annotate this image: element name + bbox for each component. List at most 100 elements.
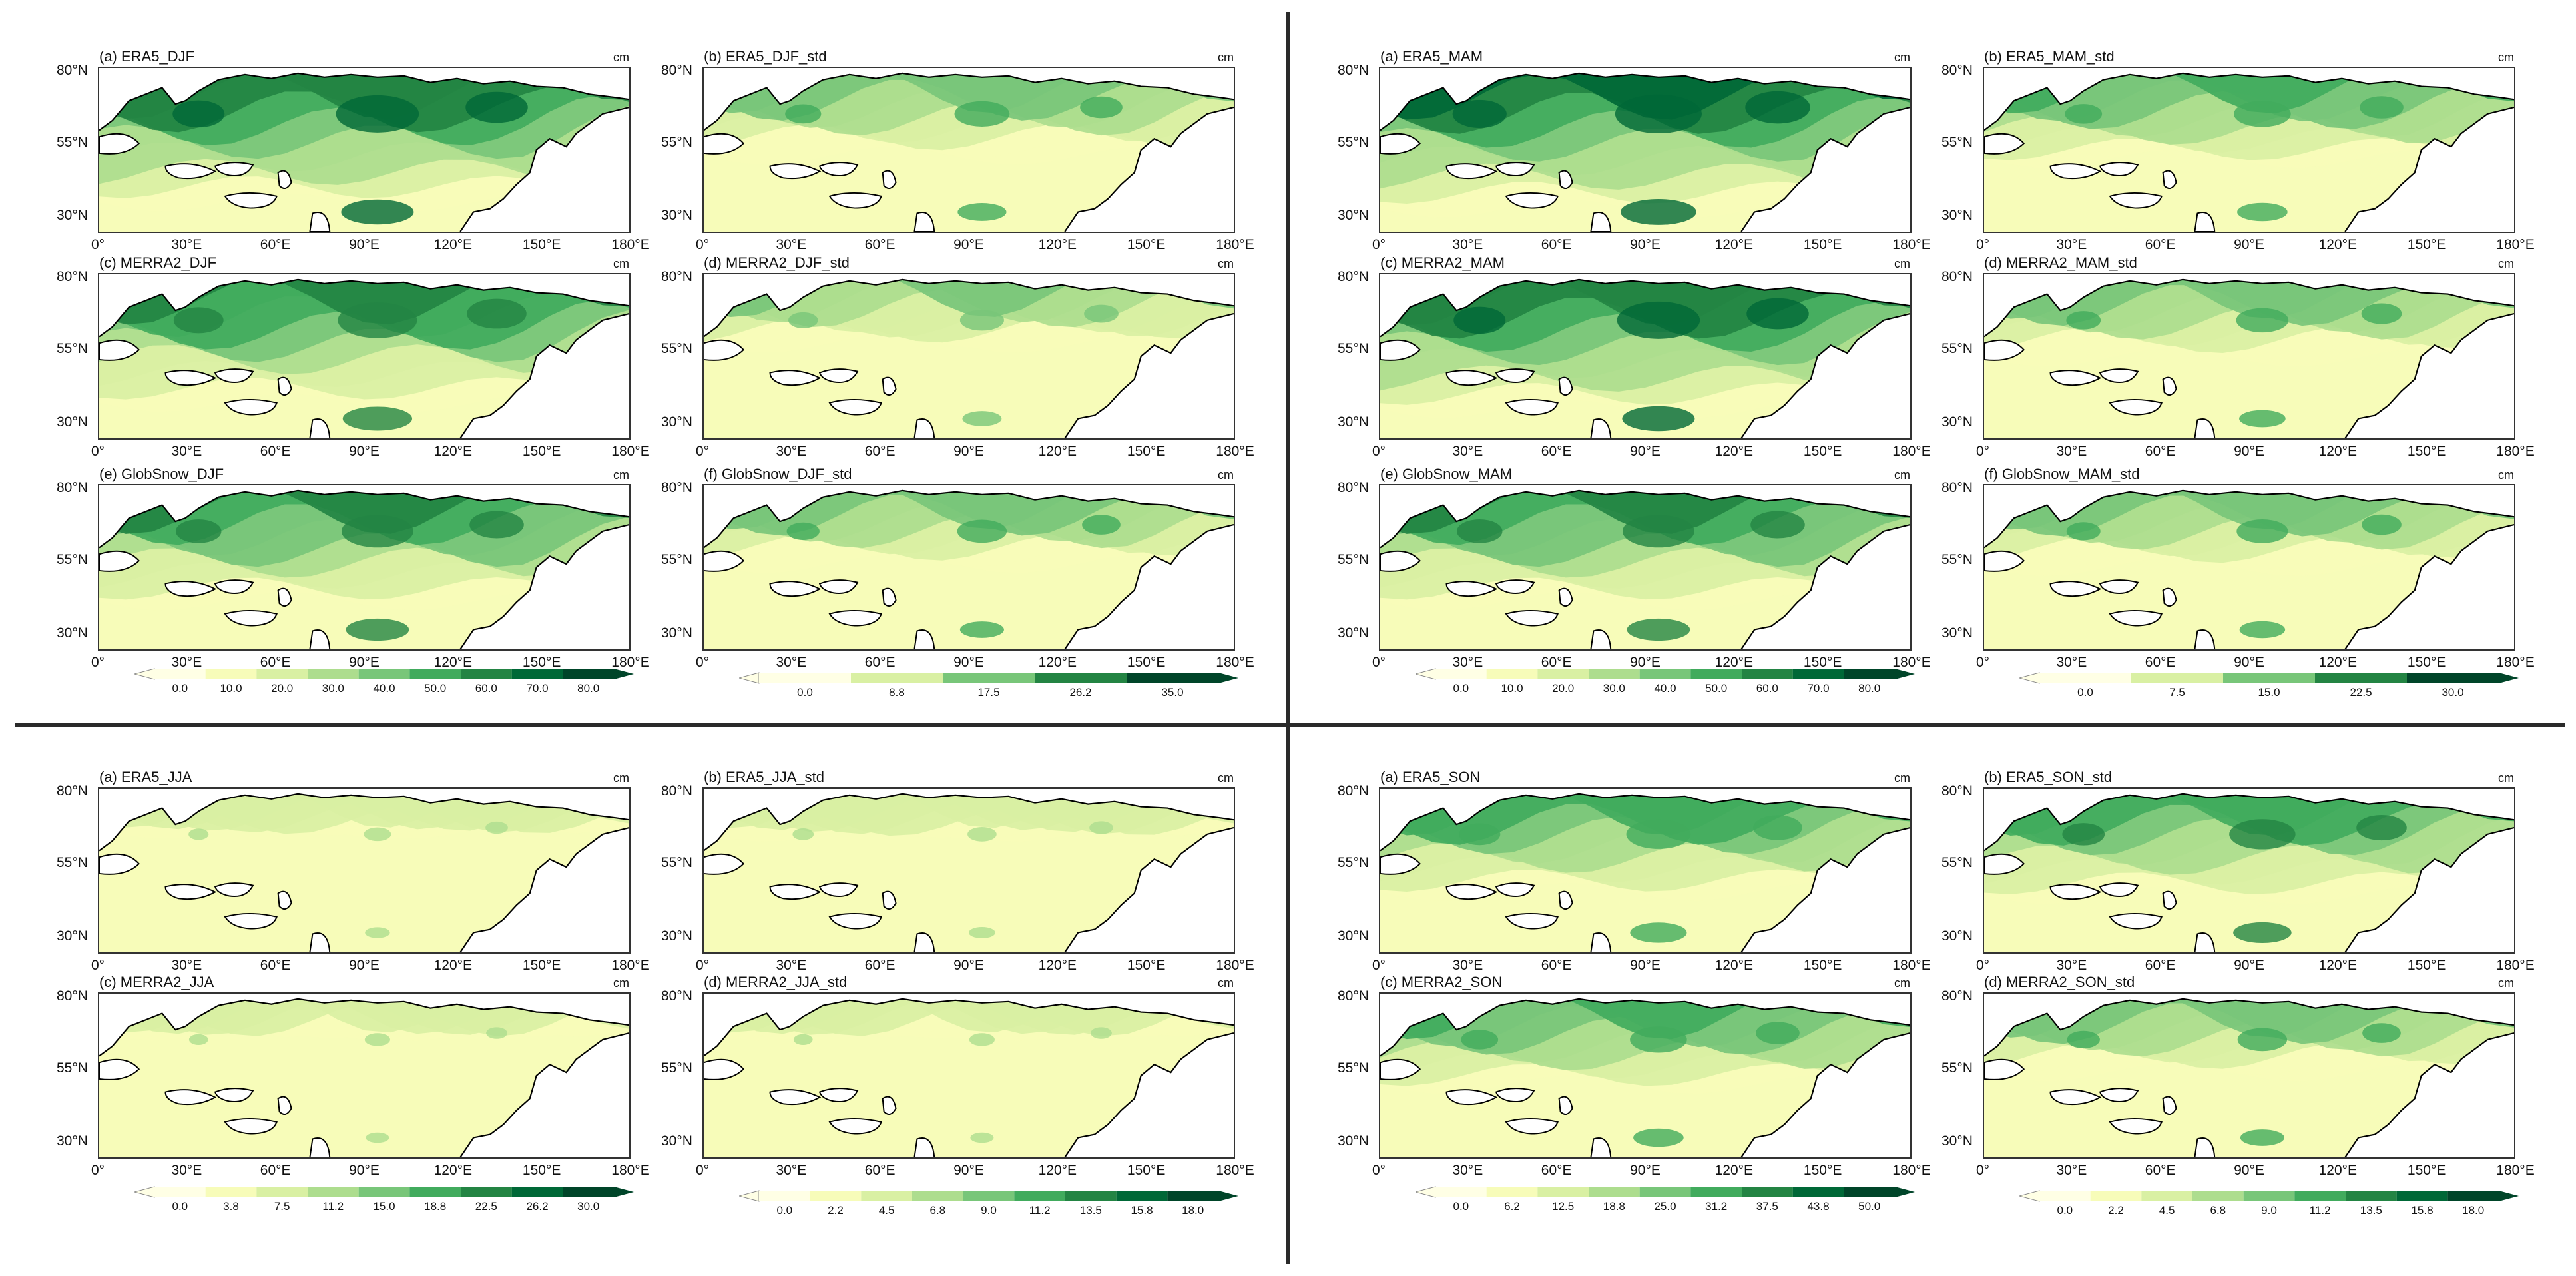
inland-sea	[277, 170, 292, 190]
inland-sea	[2109, 913, 2163, 930]
colorbar-upper-arrow	[1218, 1191, 1238, 1201]
lon-tick-label: 90°E	[1630, 655, 1661, 670]
lon-tick-label: 0°	[695, 237, 710, 252]
lon-tick-label: 30°E	[171, 958, 202, 973]
inland-sea	[2162, 890, 2177, 910]
lon-tick-label: 180°E	[611, 444, 650, 459]
colorbar-tick-label: 22.5	[2350, 686, 2372, 699]
coastline	[704, 72, 1234, 232]
colorbar-tick-label: 9.0	[981, 1204, 997, 1217]
colorbar-tick-label: 20.0	[1552, 682, 1575, 695]
lat-tick-label: 30°N	[57, 414, 88, 430]
colorbar-tick-label: 11.2	[1029, 1204, 1051, 1217]
inland-sea	[2194, 932, 2216, 952]
colorbar-swatch	[2141, 1191, 2192, 1201]
lon-tick-label: 90°E	[349, 444, 380, 459]
colorbar-swatches	[2019, 1190, 2519, 1202]
snow-patch	[793, 1034, 813, 1045]
inland-sea	[1445, 163, 1498, 180]
lat-tick-label: 30°N	[1338, 414, 1369, 430]
lat-tick-label: 55°N	[1941, 552, 1973, 567]
lat-tick-label: 30°N	[661, 928, 692, 944]
inland-sea	[828, 913, 882, 930]
inland-sea	[818, 368, 859, 383]
colorbar: 0.0 6.2 12.5 18.8 25.0 31.2 37.5 43.8 50.0	[1416, 1185, 1915, 1219]
lon-tick-label: 120°E	[1714, 655, 1754, 670]
colorbar-swatch	[409, 669, 461, 679]
colorbar-swatch	[1035, 673, 1127, 683]
snow-depth-field	[1984, 793, 2514, 952]
colorbar-lower-arrow	[134, 1186, 155, 1198]
coastline	[1380, 72, 1910, 232]
inland-sea	[769, 884, 822, 900]
unit-label: cm	[2498, 771, 2514, 785]
colorbar-tick-label: 30.0	[577, 1200, 600, 1213]
eurasia-map	[99, 274, 629, 438]
lon-tick-label: 90°E	[953, 444, 984, 459]
coastline	[704, 278, 1234, 438]
lat-tick-label: 80°N	[661, 269, 692, 284]
colorbar-swatch	[1690, 1187, 1742, 1197]
lon-tick-label: 30°E	[1452, 958, 1483, 973]
colorbar-tick-label: 60.0	[475, 682, 497, 695]
colorbar-swatch	[205, 669, 257, 679]
inland-sea	[1505, 913, 1559, 930]
eurasia-map	[1984, 994, 2514, 1157]
snow-patch	[2362, 1023, 2401, 1043]
lon-tick-label: 0°	[91, 444, 105, 459]
coastline	[1984, 72, 2514, 232]
lat-tick-label: 80°N	[1941, 988, 1973, 1004]
map-panel-SON-4: (d) MERRA2_SON_std cm 80°N 55°N 30°N 0° 30°E 60…	[1941, 974, 2535, 1178]
map-plot-area	[702, 67, 1235, 233]
lon-tick-label: 120°E	[433, 1163, 473, 1178]
lon-tick-label: 120°E	[2318, 1163, 2358, 1178]
snow-patch	[2362, 514, 2402, 535]
lat-tick-label: 30°N	[661, 1133, 692, 1149]
colorbar-swatch	[1690, 669, 1742, 679]
map-panel-MAM-6: (f) GlobSnow_MAM_std cm 80°N 55°N 30°N 0° 30°E…	[1941, 466, 2535, 670]
lat-tick-label: 30°N	[1941, 1133, 1973, 1149]
lat-tick-label: 55°N	[1338, 552, 1369, 567]
colorbar-swatch	[1537, 1187, 1589, 1197]
coastline	[1984, 998, 2514, 1157]
inland-sea	[1445, 581, 1498, 597]
colorbar-swatches	[134, 1186, 634, 1198]
lon-tick-label: 0°	[91, 958, 105, 973]
colorbar-swatch	[1127, 673, 1218, 683]
colorbar-swatch	[2294, 1191, 2346, 1201]
lon-tick-label: 120°E	[1714, 1163, 1754, 1178]
map-panel-DJF-2: (b) ERA5_DJF_std cm 80°N 55°N 30°N 0° 30°E 60°E…	[661, 48, 1254, 252]
inland-sea	[99, 339, 140, 361]
lat-tick-label: 80°N	[1941, 63, 1973, 78]
lon-tick-label: 150°E	[1127, 237, 1166, 252]
lon-tick-label: 30°E	[2056, 1163, 2087, 1178]
snow-patch	[173, 307, 224, 334]
snow-patch	[1091, 1027, 1112, 1039]
snow-band	[704, 998, 1234, 1033]
lon-tick-label: 60°E	[864, 655, 896, 670]
colorbar-tick-label: 11.2	[322, 1200, 344, 1213]
colorbar-swatch	[1486, 1187, 1538, 1197]
inland-sea	[704, 853, 745, 875]
inland-sea	[828, 610, 882, 627]
inland-sea	[214, 1088, 254, 1102]
inland-sea	[818, 882, 859, 897]
inland-sea	[2162, 1096, 2177, 1116]
map-panel-JJA-3: (c) MERRA2_JJA cm 80°N 55°N 30°N 0° 30°E 60°E 90…	[57, 974, 650, 1178]
colorbar-swatch	[461, 1187, 512, 1197]
colorbar-tick-label: 13.5	[1079, 1204, 1102, 1217]
colorbar-upper-arrow	[614, 669, 634, 679]
inland-sea	[1984, 550, 2025, 572]
snow-band	[1984, 793, 2514, 836]
snow-patch	[364, 827, 391, 842]
colorbar-swatch	[2131, 673, 2223, 683]
inland-sea	[277, 587, 292, 607]
lon-tick-label: 60°E	[1541, 444, 1572, 459]
lon-tick-label: 120°E	[433, 237, 473, 252]
lon-tick-label: 0°	[1372, 655, 1386, 670]
map-plot-area	[1983, 992, 2515, 1159]
colorbar-swatch	[308, 1187, 359, 1197]
colorbar-tick-label: 43.8	[1807, 1200, 1830, 1213]
colorbar-swatch	[2346, 1191, 2397, 1201]
lat-tick-label: 30°N	[1338, 208, 1369, 223]
